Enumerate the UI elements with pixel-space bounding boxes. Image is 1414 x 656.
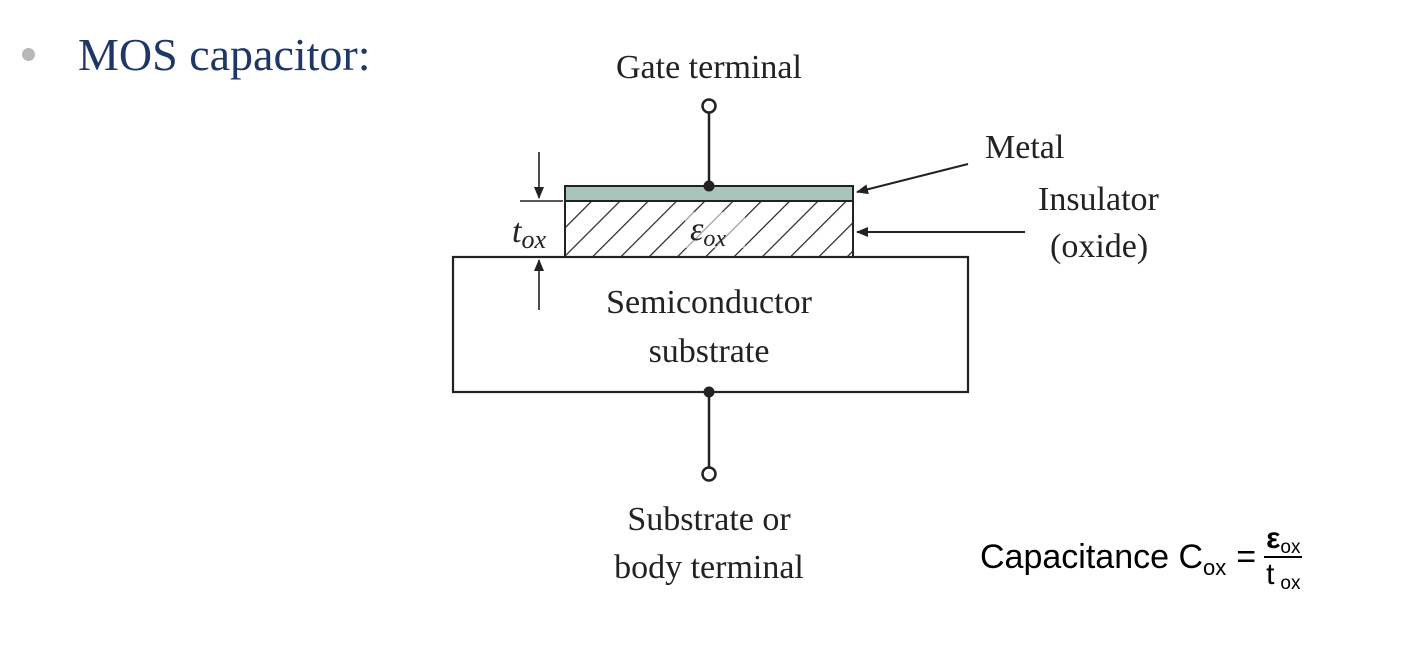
tox-label: tox [512, 213, 546, 254]
formula-equals: = [1236, 537, 1257, 576]
fraction-bar [1264, 556, 1303, 558]
semiconductor-substrate [451, 255, 970, 394]
gate-terminal-label: Gate terminal [616, 49, 802, 86]
epsilon-ox-label: εox [690, 211, 726, 252]
formula-fraction: εox t ox [1264, 522, 1303, 594]
body-terminal-label-line1: Substrate or [627, 501, 791, 538]
slide-heading: MOS capacitor: [78, 29, 371, 80]
formula-prefix: Capacitance Cox [980, 537, 1227, 580]
gate-terminal-node [701, 98, 717, 114]
capacitance-formula: Capacitance Cox = εox t ox [980, 522, 1303, 594]
insulator-label: Insulator [1038, 181, 1160, 218]
bullet-dot [22, 48, 35, 61]
metal-pointer-arrow [856, 163, 969, 195]
oxide-label: (oxide) [1050, 228, 1148, 265]
metal-label: Metal [985, 129, 1064, 166]
gate-contact-dot [703, 180, 715, 192]
formula-numerator: εox [1266, 522, 1301, 558]
substrate-label-line2: substrate [649, 333, 770, 370]
formula-denominator: t ox [1266, 558, 1301, 594]
body-terminal-node [701, 466, 717, 482]
substrate-label-line1: Semiconductor [606, 284, 813, 321]
body-terminal-label-line2: body terminal [614, 549, 804, 586]
